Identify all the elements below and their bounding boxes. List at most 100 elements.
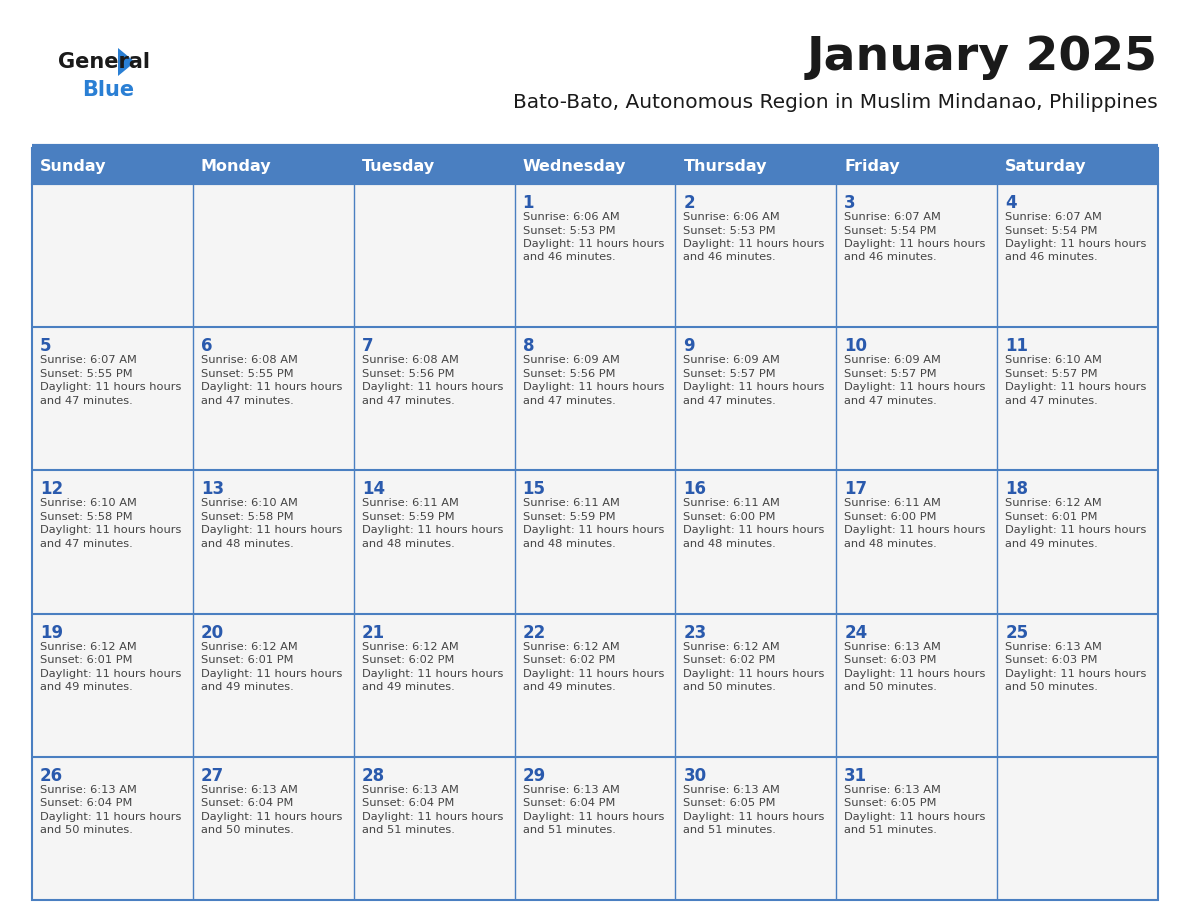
Bar [676, 327, 836, 470]
Text: Sunset: 6:00 PM: Sunset: 6:00 PM [845, 512, 937, 522]
Text: Sunrise: 6:11 AM: Sunrise: 6:11 AM [523, 498, 619, 509]
Bar [514, 470, 676, 613]
Text: Daylight: 11 hours hours: Daylight: 11 hours hours [683, 668, 824, 678]
Text: Saturday: Saturday [1005, 159, 1087, 174]
Bar [32, 327, 192, 470]
Bar [514, 327, 676, 470]
Text: and 47 minutes.: and 47 minutes. [201, 396, 293, 406]
Text: and 51 minutes.: and 51 minutes. [683, 825, 776, 835]
Bar [836, 470, 997, 613]
Bar [836, 756, 997, 900]
Text: and 51 minutes.: and 51 minutes. [361, 825, 455, 835]
Text: Sunrise: 6:09 AM: Sunrise: 6:09 AM [523, 355, 619, 365]
Text: and 47 minutes.: and 47 minutes. [40, 396, 133, 406]
Text: and 51 minutes.: and 51 minutes. [523, 825, 615, 835]
Text: Daylight: 11 hours hours: Daylight: 11 hours hours [201, 668, 342, 678]
Text: Sunset: 6:03 PM: Sunset: 6:03 PM [1005, 655, 1098, 666]
Text: Sunrise: 6:12 AM: Sunrise: 6:12 AM [40, 642, 137, 652]
Text: Sunrise: 6:13 AM: Sunrise: 6:13 AM [361, 785, 459, 795]
Text: Sunset: 6:04 PM: Sunset: 6:04 PM [40, 799, 132, 809]
Text: Daylight: 11 hours hours: Daylight: 11 hours hours [40, 668, 182, 678]
Polygon shape [118, 48, 135, 76]
Text: and 47 minutes.: and 47 minutes. [361, 396, 455, 406]
Text: 25: 25 [1005, 623, 1029, 642]
Text: 28: 28 [361, 767, 385, 785]
Text: Sunset: 5:55 PM: Sunset: 5:55 PM [201, 369, 293, 379]
Bar [997, 184, 1158, 327]
Text: Sunrise: 6:12 AM: Sunrise: 6:12 AM [361, 642, 459, 652]
Bar [192, 470, 354, 613]
Text: Daylight: 11 hours hours: Daylight: 11 hours hours [683, 382, 824, 392]
Text: 9: 9 [683, 337, 695, 355]
Text: and 47 minutes.: and 47 minutes. [845, 396, 937, 406]
Bar [192, 184, 354, 327]
Text: 20: 20 [201, 623, 225, 642]
Text: and 47 minutes.: and 47 minutes. [523, 396, 615, 406]
Text: Sunday: Sunday [40, 159, 107, 174]
Text: 1: 1 [523, 194, 535, 212]
Text: Sunset: 5:53 PM: Sunset: 5:53 PM [523, 226, 615, 236]
Text: and 49 minutes.: and 49 minutes. [40, 682, 133, 692]
Text: Daylight: 11 hours hours: Daylight: 11 hours hours [361, 812, 503, 822]
Text: 7: 7 [361, 337, 373, 355]
Text: Sunset: 5:56 PM: Sunset: 5:56 PM [361, 369, 454, 379]
Text: Sunset: 6:01 PM: Sunset: 6:01 PM [40, 655, 133, 666]
Text: Sunrise: 6:06 AM: Sunrise: 6:06 AM [523, 212, 619, 222]
Text: Sunrise: 6:13 AM: Sunrise: 6:13 AM [523, 785, 619, 795]
Text: Sunset: 5:54 PM: Sunset: 5:54 PM [1005, 226, 1098, 236]
Text: Daylight: 11 hours hours: Daylight: 11 hours hours [361, 525, 503, 535]
Bar [32, 756, 192, 900]
Text: Sunrise: 6:13 AM: Sunrise: 6:13 AM [845, 642, 941, 652]
Text: 2: 2 [683, 194, 695, 212]
Bar [997, 756, 1158, 900]
Text: Sunrise: 6:12 AM: Sunrise: 6:12 AM [523, 642, 619, 652]
Text: Sunrise: 6:13 AM: Sunrise: 6:13 AM [845, 785, 941, 795]
Text: Daylight: 11 hours hours: Daylight: 11 hours hours [523, 239, 664, 249]
Text: Daylight: 11 hours hours: Daylight: 11 hours hours [845, 525, 986, 535]
Text: 14: 14 [361, 480, 385, 498]
Text: and 51 minutes.: and 51 minutes. [845, 825, 937, 835]
Text: 24: 24 [845, 623, 867, 642]
Text: Daylight: 11 hours hours: Daylight: 11 hours hours [40, 382, 182, 392]
Text: 21: 21 [361, 623, 385, 642]
Text: Daylight: 11 hours hours: Daylight: 11 hours hours [1005, 525, 1146, 535]
Text: Sunset: 5:56 PM: Sunset: 5:56 PM [523, 369, 615, 379]
Text: and 50 minutes.: and 50 minutes. [1005, 682, 1098, 692]
Text: and 50 minutes.: and 50 minutes. [683, 682, 776, 692]
Text: and 46 minutes.: and 46 minutes. [1005, 252, 1098, 263]
Text: Sunset: 6:01 PM: Sunset: 6:01 PM [201, 655, 293, 666]
Bar [676, 148, 836, 184]
Text: 8: 8 [523, 337, 535, 355]
Text: Sunrise: 6:13 AM: Sunrise: 6:13 AM [683, 785, 781, 795]
Bar [32, 470, 192, 613]
Text: and 47 minutes.: and 47 minutes. [1005, 396, 1098, 406]
Text: Sunset: 6:04 PM: Sunset: 6:04 PM [201, 799, 293, 809]
Text: Daylight: 11 hours hours: Daylight: 11 hours hours [361, 668, 503, 678]
Bar [354, 470, 514, 613]
Text: Sunrise: 6:11 AM: Sunrise: 6:11 AM [361, 498, 459, 509]
Text: Daylight: 11 hours hours: Daylight: 11 hours hours [845, 382, 986, 392]
Text: Sunrise: 6:13 AM: Sunrise: 6:13 AM [201, 785, 298, 795]
Bar [514, 613, 676, 756]
Text: Daylight: 11 hours hours: Daylight: 11 hours hours [201, 382, 342, 392]
Text: and 50 minutes.: and 50 minutes. [40, 825, 133, 835]
Text: 18: 18 [1005, 480, 1028, 498]
Text: Sunrise: 6:07 AM: Sunrise: 6:07 AM [40, 355, 137, 365]
Text: Sunset: 6:01 PM: Sunset: 6:01 PM [1005, 512, 1098, 522]
Text: Daylight: 11 hours hours: Daylight: 11 hours hours [40, 812, 182, 822]
Bar [836, 327, 997, 470]
Bar [676, 613, 836, 756]
Text: Friday: Friday [845, 159, 901, 174]
Bar [192, 327, 354, 470]
Text: Daylight: 11 hours hours: Daylight: 11 hours hours [683, 239, 824, 249]
Bar [997, 470, 1158, 613]
Text: Sunset: 5:57 PM: Sunset: 5:57 PM [1005, 369, 1098, 379]
Bar [32, 148, 1158, 184]
Text: and 50 minutes.: and 50 minutes. [845, 682, 937, 692]
Text: Daylight: 11 hours hours: Daylight: 11 hours hours [201, 812, 342, 822]
Text: Daylight: 11 hours hours: Daylight: 11 hours hours [683, 812, 824, 822]
Text: Sunrise: 6:10 AM: Sunrise: 6:10 AM [201, 498, 298, 509]
Text: Sunrise: 6:12 AM: Sunrise: 6:12 AM [1005, 498, 1102, 509]
Text: Daylight: 11 hours hours: Daylight: 11 hours hours [201, 525, 342, 535]
Text: Sunrise: 6:07 AM: Sunrise: 6:07 AM [845, 212, 941, 222]
